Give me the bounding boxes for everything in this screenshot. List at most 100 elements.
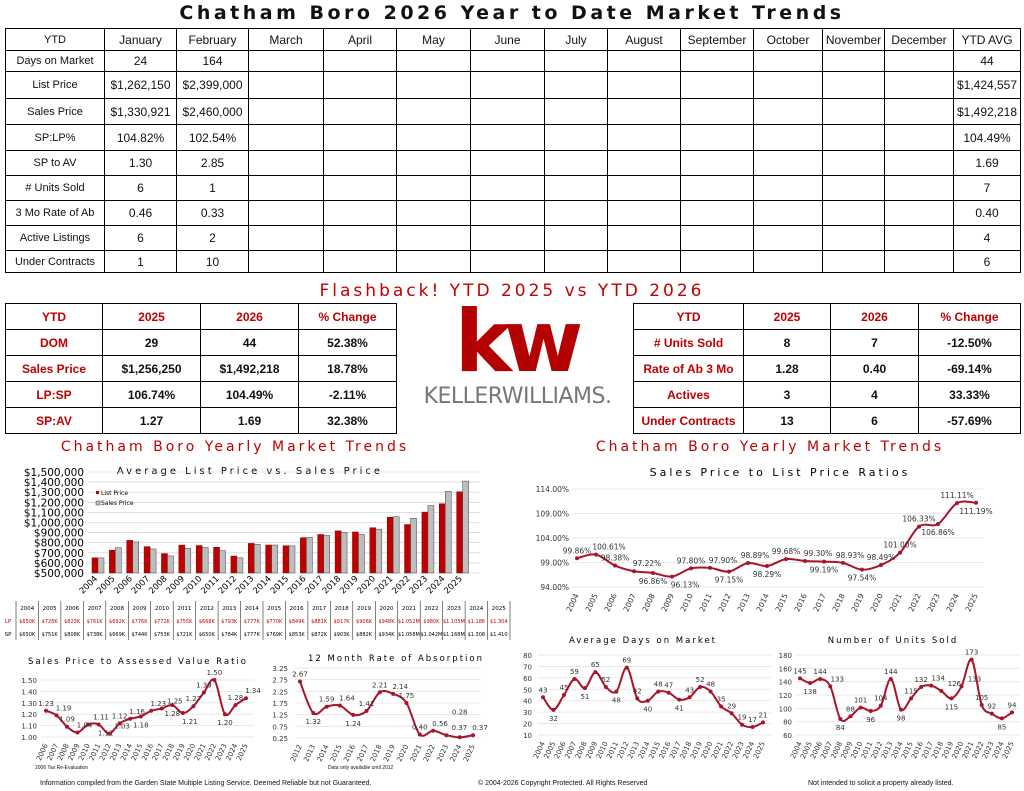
- table-cell: [323, 225, 397, 251]
- data-point: [128, 716, 133, 721]
- data-label: 0.56: [432, 720, 448, 728]
- table-cell: 104.49%: [200, 381, 299, 408]
- data-point: [909, 696, 914, 701]
- data-label: 1.18: [133, 721, 149, 729]
- flashback-title: Flashback! YTD 2025 vs YTD 2026: [319, 281, 705, 301]
- y-tick-label: 1.30: [21, 700, 37, 708]
- data-label: 1.23: [38, 700, 54, 708]
- table-cell: [323, 175, 397, 201]
- sales-price-bar: [149, 548, 157, 574]
- table-cell: % Change: [918, 303, 1021, 330]
- table-lp-value: $772K: [154, 619, 171, 625]
- data-label: 1.59: [319, 696, 335, 704]
- data-point: [457, 735, 462, 740]
- legend-list-price-swatch: [96, 491, 99, 494]
- data-point: [666, 690, 671, 695]
- data-label: 21: [759, 711, 768, 719]
- data-point: [670, 574, 674, 579]
- data-label: 98.93%: [836, 551, 865, 560]
- data-point: [594, 552, 598, 557]
- x-tick-label: 2024: [945, 592, 961, 613]
- table-cell: [753, 200, 823, 226]
- data-point: [708, 689, 713, 694]
- table-year: 2022: [424, 606, 438, 612]
- x-tick-label: 2016: [286, 574, 308, 596]
- table-year: 2025: [492, 606, 506, 612]
- x-tick-label: 2010: [679, 592, 695, 613]
- table-lp-value: $917K: [334, 619, 351, 625]
- table-sp-value: $777K: [244, 632, 261, 638]
- table-cell: 1.27: [102, 407, 201, 434]
- table-cell: -12.50%: [918, 329, 1021, 356]
- row-label: Sales Price: [5, 355, 103, 382]
- y-tick-label: 10: [523, 732, 532, 740]
- data-point: [955, 501, 959, 506]
- x-tick-label: 2006: [603, 592, 619, 613]
- data-point: [233, 703, 238, 708]
- table-cell: [544, 71, 608, 99]
- legend-sales-price: Sales Price: [101, 500, 134, 507]
- data-label: 1.11: [93, 713, 109, 721]
- x-tick-label: 2010: [182, 574, 204, 596]
- table-sp-value: $721K: [176, 632, 193, 638]
- data-label: 99.68%: [772, 547, 801, 556]
- table-lp-value: $1.052M: [398, 619, 420, 625]
- table-cell: $1,256,250: [102, 355, 201, 382]
- list-price-bar: [265, 544, 272, 574]
- data-label: 101.00%: [883, 541, 916, 550]
- data-label: 133: [968, 675, 981, 683]
- list-price-bar: [230, 555, 238, 574]
- list-price-bar: [161, 553, 168, 574]
- table-lp-value: $650K: [19, 619, 36, 625]
- data-point: [879, 562, 883, 567]
- data-point: [391, 691, 396, 696]
- table-lp-value: $823K: [64, 619, 81, 625]
- table-cell: 8: [743, 329, 831, 356]
- data-label: 145: [793, 667, 806, 675]
- data-label: 96.86%: [639, 577, 668, 586]
- table-sp-value: $751K: [42, 632, 59, 638]
- x-tick-label: 2012: [217, 574, 239, 596]
- x-tick-label: 2019: [850, 592, 866, 613]
- y-tick-label: 80: [523, 652, 532, 660]
- y-tick-label: 20: [523, 721, 532, 729]
- chart-title: 12 Month Rate of Absorption: [308, 654, 484, 664]
- data-label: 0.37: [452, 724, 468, 732]
- x-tick-label: 2009: [165, 574, 187, 596]
- table-lp-value: $849K: [289, 619, 306, 625]
- y-tick-label: 30: [523, 709, 532, 717]
- data-point: [149, 708, 154, 713]
- data-label: 1.32: [306, 718, 322, 726]
- bar-chart-title: Average List Price vs. Sales Price: [117, 466, 383, 477]
- data-point: [979, 703, 984, 707]
- data-label: 134: [932, 675, 946, 683]
- table-cell: 104.49%: [953, 124, 1021, 151]
- table-lp-value: $1.103M: [443, 619, 465, 625]
- data-point: [117, 721, 122, 726]
- table-year: 2006: [65, 606, 79, 612]
- row-label: DOM: [5, 329, 103, 356]
- x-tick-label: 2011: [199, 574, 221, 596]
- table-cell: [884, 150, 954, 176]
- data-label: 43: [685, 686, 694, 694]
- table-year: 2012: [200, 606, 214, 612]
- table-cell: [680, 98, 754, 125]
- footer-copyright: © 2004-2026 Copyright Protected. All Rig…: [478, 780, 648, 787]
- table-cell: -69.14%: [918, 355, 1021, 382]
- table-cell: 33.33%: [918, 381, 1021, 408]
- list-price-bar: [369, 527, 377, 574]
- y-tick-label: $900,000: [34, 528, 84, 540]
- list-price-bar: [404, 524, 411, 574]
- data-point: [808, 681, 813, 685]
- list-price-bar: [91, 557, 99, 574]
- table-sp-value: $784K: [221, 632, 238, 638]
- data-point: [651, 570, 655, 575]
- data-label: 1.23: [150, 700, 166, 708]
- flashback-left-table: YTD 2025 2026% Change DOM 29 44 52.38% Sales Pr…: [5, 303, 397, 434]
- table-row: LP:SP 106.74% 104.49% -2.11%: [5, 381, 397, 408]
- table-cell: 1.69: [200, 407, 299, 434]
- column-header: May: [396, 28, 471, 51]
- column-header: February: [176, 28, 249, 51]
- x-tick-label: 2014: [251, 574, 273, 596]
- y-tick-label: $1,200,000: [24, 497, 84, 509]
